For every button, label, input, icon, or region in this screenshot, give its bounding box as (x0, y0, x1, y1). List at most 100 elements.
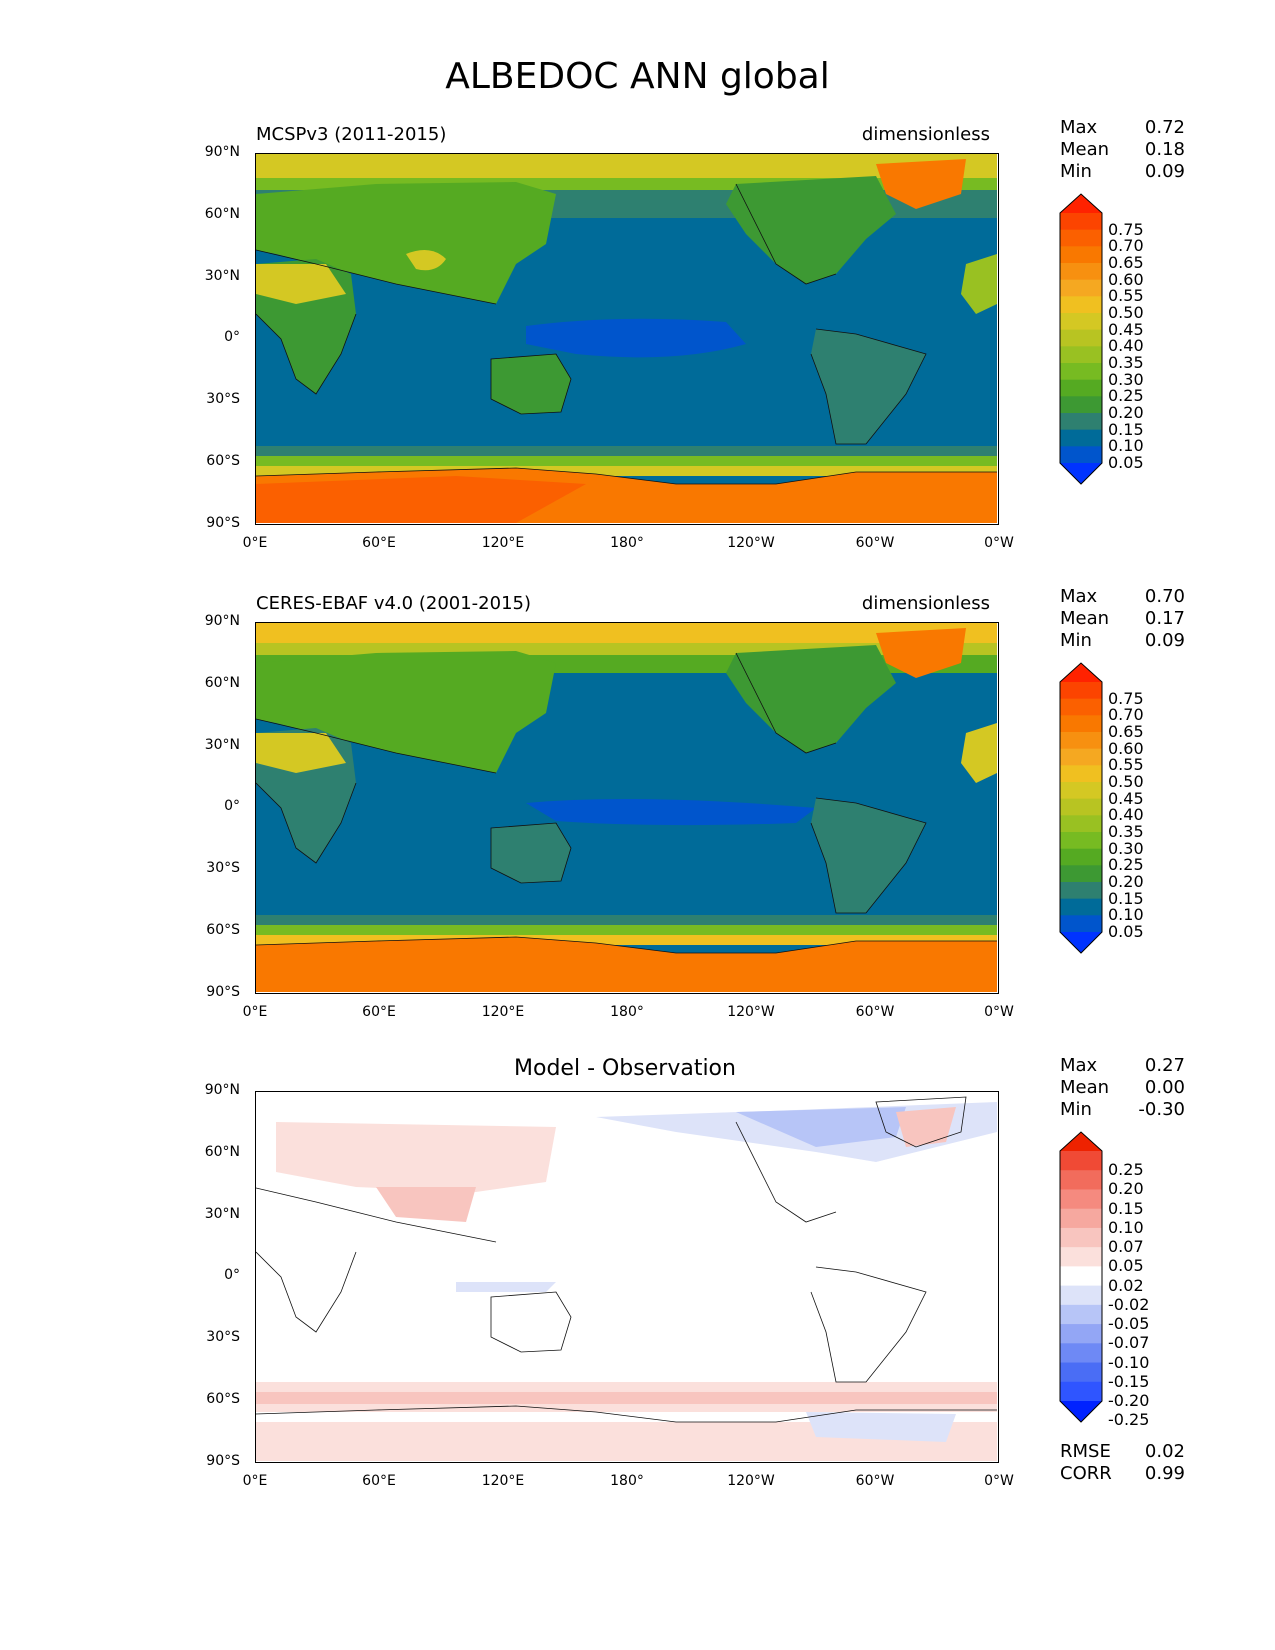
lon-label: 120°W (727, 535, 775, 551)
colorbar-label: 0.40 (1108, 805, 1144, 825)
stat-mean: Mean 0.18 (1060, 139, 1185, 160)
lon-label: 60°E (362, 535, 396, 551)
colorbar-segment (1060, 898, 1102, 916)
colorbar-segment (1060, 329, 1102, 347)
colorbar-label: 0.02 (1108, 1275, 1144, 1295)
colorbar-segment (1060, 1381, 1102, 1402)
panel-2-title: CERES-EBAF v4.0 (2001-2015) (256, 593, 532, 614)
colorbar-segment (1060, 715, 1102, 733)
panel-1-units: dimensionless (861, 124, 990, 145)
lat-label: 30°S (206, 860, 240, 876)
colorbar-label: 0.30 (1108, 369, 1144, 389)
lat-label: 90°S (206, 984, 240, 1000)
lon-label: 120°E (481, 1004, 525, 1020)
colorbar-segment (1060, 865, 1102, 883)
figure-title: ALBEDOC ANN global (445, 56, 830, 97)
colorbar-label: 0.20 (1108, 1179, 1144, 1199)
lat-label: 60°S (206, 453, 240, 469)
lon-label: 60°W (855, 1004, 895, 1020)
colorbar-segment (1060, 1247, 1102, 1267)
stat-min: Min 0.09 (1060, 630, 1185, 651)
lon-label: 60°E (362, 1004, 396, 1020)
lat-label: 60°N (204, 206, 240, 222)
stat-min: Min 0.09 (1060, 161, 1185, 182)
colorbar-segment (1060, 346, 1102, 364)
colorbar-label: 0.75 (1108, 219, 1144, 239)
colorbar-label: -0.20 (1108, 1391, 1150, 1410)
panel-3-title: Model - Observation (514, 1056, 736, 1081)
lat-label: 90°S (206, 1453, 240, 1469)
colorbar-segment (1060, 313, 1102, 331)
colorbar-segment (1060, 1285, 1102, 1306)
stat-corr: CORR 0.99 (1060, 1463, 1185, 1484)
colorbar-label: 0.55 (1108, 755, 1144, 775)
lon-label: 180° (610, 1004, 644, 1020)
lat-label: 30°N (204, 268, 240, 284)
lat-label: 90°N (204, 144, 240, 160)
colorbar-segment (1060, 1324, 1102, 1344)
colorbar-label: 0.20 (1108, 403, 1144, 422)
lat-label: 30°N (204, 737, 240, 753)
lon-label: 60°W (855, 535, 895, 551)
lon-label: 180° (610, 535, 644, 551)
colorbar-label: 0.55 (1108, 286, 1144, 306)
lat-label: 0° (224, 1267, 240, 1283)
colorbar-label: 0.05 (1108, 453, 1144, 472)
colorbar-label: -0.15 (1108, 1371, 1150, 1391)
colorbar-segment (1060, 1343, 1102, 1364)
colorbar-segment (1060, 229, 1102, 247)
colorbar-label: 0.65 (1108, 253, 1144, 272)
colorbar-label: 0.15 (1108, 1198, 1144, 1218)
colorbar-segment (1060, 1170, 1102, 1191)
colorbar-label: -0.05 (1108, 1314, 1150, 1334)
colorbar-segment (1060, 1189, 1102, 1210)
panel-1-map (255, 153, 999, 525)
colorbar-label: 0.70 (1108, 705, 1144, 725)
stat-mean: Mean 0.17 (1060, 608, 1185, 629)
colorbar-outline (1059, 1131, 1103, 1423)
colorbar-segment (1060, 1304, 1102, 1325)
panel-3-map (255, 1091, 999, 1463)
colorbar-segment (1060, 1362, 1102, 1383)
colorbar-label: 0.10 (1108, 905, 1144, 925)
panel-2-colorbar: 0.75 0.70 0.65 0.60 0.55 0.50 0.45 0.40 0.35 0.30… (1058, 662, 1163, 962)
colorbar-segment (1060, 446, 1102, 464)
lat-label: 30°S (206, 391, 240, 407)
colorbar-segment (1060, 1208, 1102, 1229)
colorbar-label: 0.15 (1108, 888, 1144, 908)
colorbar-segment (1060, 832, 1102, 850)
colorbar-label: 0.25 (1108, 1160, 1144, 1180)
colorbar-segment (1060, 732, 1102, 750)
panel-1-colorbar: 0.75 0.70 0.65 0.60 0.55 0.50 0.45 0.40 0.35 0.30… (1058, 193, 1163, 493)
lat-label: 0° (224, 329, 240, 345)
colorbar-label: 0.45 (1108, 319, 1144, 339)
stat-max: Max 0.70 (1060, 586, 1185, 607)
colorbar-label: 0.35 (1108, 822, 1144, 841)
colorbar-label: 0.60 (1108, 738, 1144, 758)
colorbar-segment (1060, 429, 1102, 447)
colorbar-label: 0.75 (1108, 688, 1144, 708)
lat-label: 60°N (204, 1144, 240, 1160)
colorbar-label: 0.05 (1108, 1256, 1144, 1276)
colorbar-label: -0.07 (1108, 1333, 1150, 1353)
stat-max: Max 0.27 (1060, 1055, 1185, 1076)
colorbar-segment (1060, 379, 1102, 397)
lat-label: 60°N (204, 675, 240, 691)
colorbar-segment (1060, 263, 1102, 281)
stat-min: Min -0.30 (1060, 1099, 1185, 1120)
colorbar-extend-max (1060, 663, 1102, 682)
colorbar-label: -0.10 (1108, 1352, 1150, 1372)
colorbar-segment (1060, 279, 1102, 297)
colorbar-label: -0.25 (1108, 1410, 1150, 1430)
colorbar-segment (1060, 1227, 1102, 1248)
colorbar-outline (1059, 193, 1103, 485)
colorbar-label: -0.02 (1108, 1294, 1150, 1314)
colorbar-segment (1060, 363, 1102, 381)
colorbar-label: 0.70 (1108, 236, 1144, 256)
colorbar-segment (1060, 798, 1102, 816)
lat-label: 90°N (204, 1082, 240, 1098)
stat-max: Max 0.72 (1060, 117, 1185, 138)
colorbar-label: 0.20 (1108, 872, 1144, 891)
colorbar-label: 0.50 (1108, 303, 1144, 322)
lat-label: 60°S (206, 1391, 240, 1407)
